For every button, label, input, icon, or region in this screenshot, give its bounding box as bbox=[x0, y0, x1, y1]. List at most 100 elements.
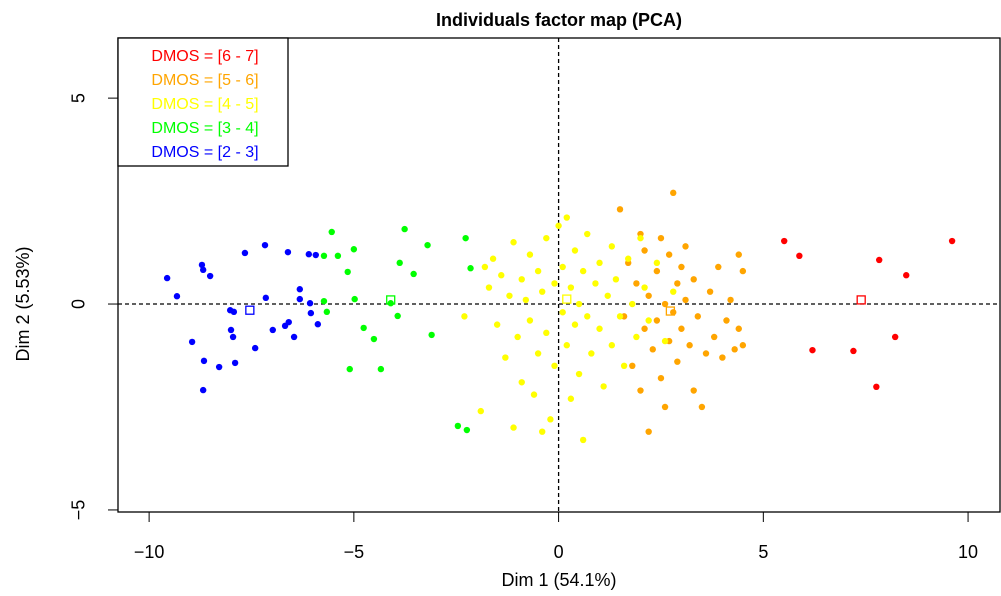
point bbox=[261, 241, 269, 249]
point bbox=[461, 313, 468, 320]
point bbox=[173, 293, 181, 300]
point bbox=[612, 276, 620, 283]
point bbox=[510, 424, 517, 431]
point bbox=[454, 422, 462, 430]
point bbox=[653, 267, 661, 275]
point bbox=[661, 403, 669, 411]
centroid bbox=[665, 306, 676, 316]
point bbox=[323, 308, 331, 316]
point bbox=[653, 317, 661, 324]
point bbox=[649, 346, 656, 353]
point bbox=[534, 267, 542, 275]
point bbox=[163, 274, 171, 282]
point bbox=[690, 276, 697, 283]
point bbox=[608, 243, 616, 250]
point bbox=[661, 337, 669, 345]
point bbox=[502, 354, 509, 361]
point bbox=[690, 387, 697, 394]
centroid bbox=[562, 294, 572, 304]
point bbox=[296, 286, 304, 293]
point bbox=[493, 321, 501, 328]
point bbox=[534, 350, 542, 357]
point bbox=[290, 333, 298, 341]
point bbox=[608, 342, 616, 349]
y-axis-label: Dim 2 (5.53%) bbox=[13, 246, 33, 361]
point bbox=[241, 249, 249, 257]
point bbox=[735, 251, 742, 258]
point bbox=[727, 296, 734, 304]
y-tick-label: −5 bbox=[69, 500, 89, 521]
point bbox=[351, 295, 358, 303]
point bbox=[200, 357, 208, 365]
point bbox=[518, 379, 525, 386]
point bbox=[428, 331, 435, 339]
point bbox=[551, 280, 558, 287]
point bbox=[694, 313, 702, 320]
point bbox=[314, 321, 322, 328]
point bbox=[377, 365, 385, 373]
point bbox=[809, 346, 816, 354]
x-tick-label: 0 bbox=[554, 542, 564, 562]
point bbox=[592, 280, 599, 287]
point bbox=[467, 265, 474, 272]
point bbox=[706, 288, 714, 295]
point bbox=[948, 237, 956, 245]
point bbox=[674, 280, 681, 287]
point bbox=[579, 267, 587, 275]
y-tick-label: 5 bbox=[69, 93, 89, 103]
point bbox=[604, 292, 611, 299]
point bbox=[637, 234, 644, 242]
point bbox=[306, 300, 314, 307]
point bbox=[575, 300, 583, 308]
point bbox=[600, 383, 607, 390]
point bbox=[670, 288, 677, 295]
point bbox=[682, 296, 689, 304]
legend-entry: DMOS = [6 - 7] bbox=[151, 48, 258, 65]
point bbox=[678, 325, 685, 332]
point bbox=[665, 251, 673, 258]
point bbox=[616, 313, 624, 320]
point bbox=[645, 317, 652, 324]
point bbox=[653, 259, 661, 267]
point bbox=[739, 267, 747, 275]
point bbox=[555, 222, 562, 229]
point bbox=[661, 300, 669, 308]
point bbox=[781, 237, 788, 245]
point bbox=[320, 252, 328, 260]
point bbox=[633, 333, 640, 341]
point bbox=[596, 325, 603, 332]
centroid bbox=[856, 295, 866, 305]
point bbox=[198, 261, 206, 269]
centroid bbox=[386, 295, 396, 305]
point bbox=[645, 428, 652, 435]
point bbox=[230, 308, 238, 316]
point bbox=[629, 300, 636, 308]
point bbox=[269, 326, 276, 334]
point bbox=[530, 391, 538, 398]
point bbox=[876, 256, 883, 264]
point bbox=[616, 206, 624, 213]
point bbox=[567, 284, 575, 291]
point bbox=[477, 407, 484, 415]
legend-entry: DMOS = [3 - 4] bbox=[151, 120, 258, 137]
point bbox=[547, 416, 554, 423]
point bbox=[584, 313, 591, 320]
point bbox=[370, 335, 378, 343]
point bbox=[575, 370, 583, 378]
x-axis-label: Dim 1 (54.1%) bbox=[501, 570, 616, 590]
x-tick-label: 10 bbox=[958, 542, 978, 562]
point bbox=[873, 383, 880, 391]
legend-entry: DMOS = [5 - 6] bbox=[151, 72, 258, 89]
point bbox=[227, 326, 235, 334]
point bbox=[645, 292, 652, 299]
point bbox=[657, 374, 665, 382]
point bbox=[571, 247, 579, 254]
point bbox=[850, 347, 857, 355]
point bbox=[543, 234, 550, 242]
point bbox=[307, 309, 315, 317]
plot-frame bbox=[117, 37, 1001, 513]
point bbox=[485, 284, 493, 291]
point bbox=[657, 234, 665, 242]
point bbox=[215, 363, 223, 371]
